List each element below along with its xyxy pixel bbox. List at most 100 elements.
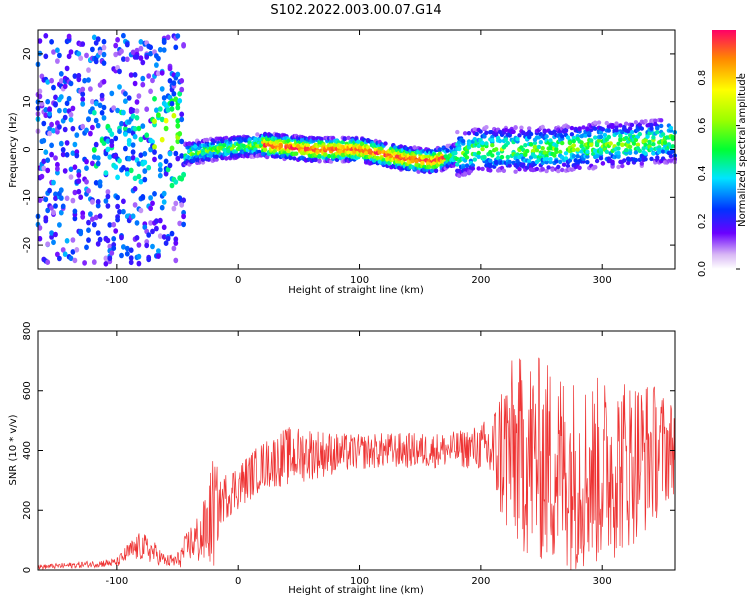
heatmap-cell — [134, 108, 140, 114]
heatmap-cell — [476, 150, 481, 156]
heatmap-cells — [35, 32, 677, 267]
heatmap-cell — [633, 137, 639, 143]
heatmap-cell — [453, 150, 458, 156]
heatmap-cell — [426, 161, 431, 166]
heatmap-cell — [51, 179, 56, 186]
heatmap-cell — [150, 228, 155, 235]
heatmap-cell — [128, 259, 134, 266]
heatmap-cell — [569, 125, 575, 131]
heatmap-cell — [64, 100, 70, 107]
x-tick-label: 300 — [593, 576, 612, 587]
heatmap-cell — [157, 233, 163, 239]
x-tick-label: 300 — [593, 275, 612, 286]
heatmap-cell — [624, 135, 629, 141]
heatmap-cell — [136, 260, 142, 267]
y-tick-label: 0 — [22, 146, 33, 152]
heatmap-cell — [152, 96, 157, 102]
heatmap-cell — [115, 203, 120, 210]
heatmap-cell — [109, 138, 115, 145]
heatmap-cell — [93, 141, 99, 148]
heatmap-cell — [528, 142, 534, 147]
heatmap-cell — [464, 155, 470, 160]
heatmap-cell — [177, 131, 183, 137]
heatmap-cell — [101, 104, 107, 111]
heatmap-cell — [323, 152, 328, 158]
heatmap-cell — [142, 151, 148, 157]
heatmap-cell — [171, 205, 177, 212]
heatmap-cell — [398, 144, 404, 149]
heatmap-cell — [519, 125, 524, 130]
heatmap-cell — [126, 155, 132, 162]
x-tick-label: 100 — [350, 576, 369, 587]
heatmap-cell — [136, 93, 142, 99]
heatmap-cell — [124, 171, 130, 177]
heatmap-cell — [488, 158, 493, 163]
heatmap-cell — [70, 249, 76, 255]
heatmap-cell — [546, 165, 551, 170]
heatmap-cell — [115, 194, 120, 201]
heatmap-cell — [445, 148, 450, 153]
heatmap-cell — [101, 140, 107, 146]
heatmap-cell — [668, 158, 674, 163]
heatmap-cell — [561, 162, 567, 167]
heatmap-cell — [115, 174, 120, 181]
heatmap-cell — [181, 213, 187, 220]
snr-panel: -100 0 100 200 300 0 200 400 600 800 Height of st… — [8, 321, 676, 596]
heatmap-cell — [90, 216, 95, 222]
heatmap-cell — [86, 227, 91, 233]
heatmap-cell — [511, 129, 516, 134]
heatmap-cell — [128, 255, 134, 261]
heatmap-cell — [618, 133, 623, 139]
heatmap-cell — [327, 153, 332, 159]
heatmap-cell — [484, 125, 489, 130]
heatmap-cell — [598, 156, 604, 161]
heatmap-cell — [503, 127, 509, 133]
heatmap-cell — [82, 77, 87, 84]
heatmap-cell — [58, 94, 64, 100]
heatmap-cell — [173, 257, 179, 264]
heatmap-cell — [169, 145, 175, 152]
heatmap-cell — [134, 54, 140, 60]
heatmap-cell — [466, 131, 472, 136]
heatmap-cell — [148, 88, 154, 95]
spectrogram-frame — [37, 29, 676, 270]
heatmap-cell — [140, 59, 146, 66]
heatmap-cell — [138, 45, 144, 52]
heatmap-cell — [560, 134, 565, 139]
heatmap-cell — [420, 160, 425, 166]
heatmap-cell — [478, 129, 483, 134]
heatmap-cell — [659, 118, 664, 123]
heatmap-cell — [41, 120, 47, 127]
heatmap-cell — [76, 188, 82, 195]
heatmap-cell — [668, 125, 674, 131]
heatmap-cell — [181, 221, 187, 228]
heatmap-cell — [424, 154, 429, 159]
heatmap-cell — [222, 142, 227, 148]
heatmap-cell — [554, 159, 559, 164]
heatmap-cell — [610, 159, 615, 164]
heatmap-cell — [62, 114, 68, 121]
heatmap-cell — [173, 179, 179, 185]
colorbar-label: Normalized spectral amplitude — [737, 73, 748, 227]
heatmap-cell — [64, 238, 70, 244]
heatmap-cell — [49, 39, 54, 45]
heatmap-cell — [86, 67, 91, 73]
heatmap-cell — [53, 155, 58, 161]
heatmap-cell — [49, 121, 54, 128]
heatmap-cell — [47, 187, 52, 194]
heatmap-cell — [585, 126, 590, 131]
heatmap-cell — [111, 221, 117, 228]
heatmap-cell — [45, 79, 51, 85]
heatmap-cell — [224, 156, 229, 161]
heatmap-cell — [585, 154, 590, 159]
heatmap-cell — [148, 205, 154, 212]
heatmap-cell — [57, 255, 62, 262]
heatmap-cell — [150, 243, 155, 250]
heatmap-cell — [97, 236, 103, 243]
heatmap-cell — [47, 130, 52, 137]
heatmap-cell — [274, 154, 279, 159]
heatmap-cell — [72, 141, 78, 148]
x-tick-label: 100 — [350, 275, 369, 286]
heatmap-cell — [140, 81, 146, 88]
heatmap-cell — [171, 112, 177, 119]
